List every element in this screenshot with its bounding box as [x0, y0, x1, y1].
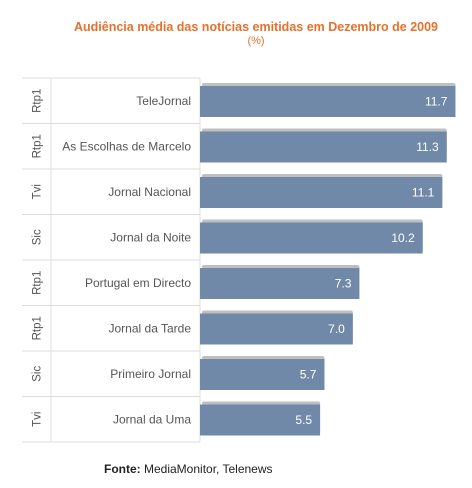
source-text: MediaMonitor, Telenews: [144, 462, 273, 476]
bar: [200, 131, 447, 163]
bar: [200, 404, 321, 436]
chart-subtitle: (%): [247, 35, 265, 47]
category-label: Jornal da Noite: [110, 230, 191, 244]
bar-value-label: 7.3: [335, 277, 352, 291]
channel-label: Tvi: [32, 184, 44, 199]
channel-label: Sic: [32, 366, 44, 382]
bar-chart: Rtp1 TeleJornal 11.7 Rtp1 As Escolhas de Mar…: [22, 77, 456, 443]
bar: [200, 177, 443, 208]
category-label: Primeiro Jornal: [110, 367, 191, 381]
bar: [200, 222, 423, 254]
bar-value-label: 7.0: [328, 322, 345, 336]
category-label: TeleJornal: [136, 94, 191, 108]
bar-value-label: 11.3: [416, 140, 439, 154]
channel-label: Tvi: [32, 412, 44, 427]
category-label: Portugal em Directo: [85, 276, 191, 290]
bar-value-label: 5.7: [300, 368, 317, 382]
source-note: Fonte: MediaMonitor, Telenews: [104, 462, 273, 476]
channel-label: Rtp1: [32, 134, 44, 158]
channel-label: Rtp1: [32, 271, 44, 295]
category-label: Jornal da Tarde: [109, 321, 192, 335]
bar: [200, 313, 353, 345]
bar: [200, 359, 325, 390]
category-label: Jornal da Uma: [113, 412, 191, 426]
bar: [200, 268, 360, 299]
bar: [200, 86, 456, 117]
channel-label: Sic: [32, 229, 44, 245]
source-label: Fonte:: [104, 462, 141, 476]
bar-value-label: 5.5: [295, 413, 312, 427]
category-label: Jornal Nacional: [108, 185, 191, 199]
bar-value-label: 11.7: [425, 95, 448, 109]
chart-title: Audiência média das notícias emitidas em…: [73, 20, 439, 34]
channel-label: Rtp1: [32, 89, 44, 113]
bar-value-label: 10.2: [391, 231, 415, 245]
channel-label: Rtp1: [32, 316, 44, 340]
category-label: As Escolhas de Marcelo: [62, 139, 191, 153]
bar-value-label: 11.1: [412, 186, 435, 200]
